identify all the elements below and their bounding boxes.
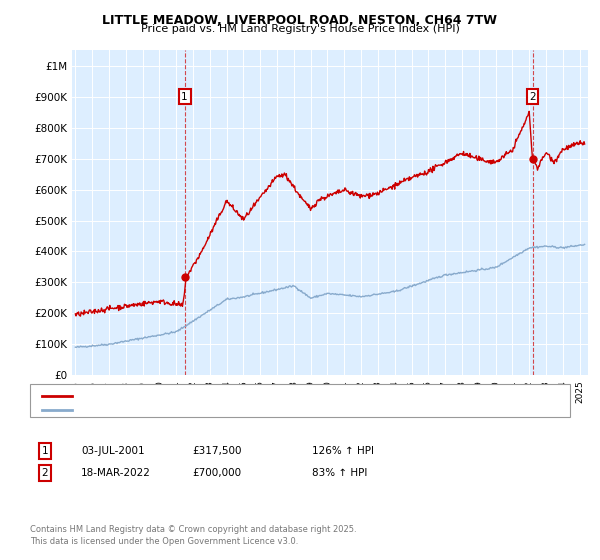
Text: £700,000: £700,000 xyxy=(192,468,241,478)
Text: Contains HM Land Registry data © Crown copyright and database right 2025.
This d: Contains HM Land Registry data © Crown c… xyxy=(30,525,356,546)
Text: HPI: Average price, detached house, Cheshire West and Chester: HPI: Average price, detached house, Ches… xyxy=(78,405,392,415)
Text: £317,500: £317,500 xyxy=(192,446,241,456)
Text: 1: 1 xyxy=(181,92,188,102)
Text: 1: 1 xyxy=(41,446,49,456)
Text: 03-JUL-2001: 03-JUL-2001 xyxy=(81,446,145,456)
Text: 126% ↑ HPI: 126% ↑ HPI xyxy=(312,446,374,456)
Text: LITTLE MEADOW, LIVERPOOL ROAD, NESTON, CH64 7TW: LITTLE MEADOW, LIVERPOOL ROAD, NESTON, C… xyxy=(103,14,497,27)
Text: 2: 2 xyxy=(41,468,49,478)
Text: 18-MAR-2022: 18-MAR-2022 xyxy=(81,468,151,478)
Text: 2: 2 xyxy=(529,92,536,102)
Text: 83% ↑ HPI: 83% ↑ HPI xyxy=(312,468,367,478)
Text: LITTLE MEADOW, LIVERPOOL ROAD, NESTON, CH64 7TW (detached house): LITTLE MEADOW, LIVERPOOL ROAD, NESTON, C… xyxy=(78,391,445,401)
Text: Price paid vs. HM Land Registry's House Price Index (HPI): Price paid vs. HM Land Registry's House … xyxy=(140,24,460,34)
